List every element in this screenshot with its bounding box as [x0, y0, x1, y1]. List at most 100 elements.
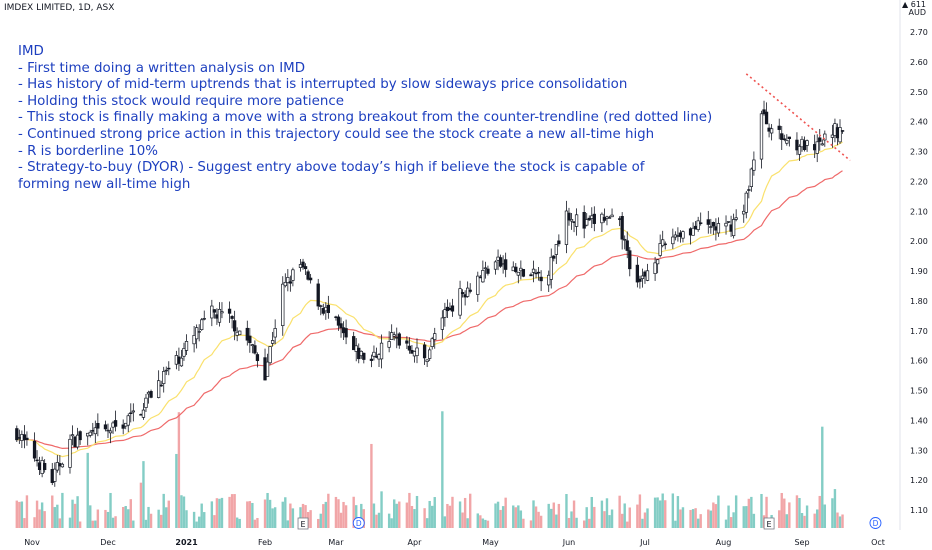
candle-body[interactable]: [498, 257, 503, 267]
candle-body[interactable]: [22, 434, 27, 441]
candle-body[interactable]: [805, 140, 809, 146]
candle-body[interactable]: [372, 351, 376, 357]
candle-body[interactable]: [308, 277, 313, 281]
candle-body[interactable]: [711, 222, 716, 227]
candle-body[interactable]: [769, 128, 774, 134]
candle-body[interactable]: [514, 266, 518, 272]
candle-body[interactable]: [840, 130, 845, 132]
candle-body[interactable]: [585, 219, 589, 226]
candle-body[interactable]: [352, 336, 356, 351]
candle-body[interactable]: [415, 347, 419, 357]
candle-body[interactable]: [268, 346, 272, 364]
candle-body[interactable]: [534, 272, 538, 275]
price-axis[interactable]: 1.10 1.20 1.30 1.40 1.50 1.60 1.70 1.80 1.90 2.00…: [910, 28, 928, 515]
candle-body[interactable]: [379, 342, 384, 360]
candle-body[interactable]: [640, 275, 645, 279]
candle-body[interactable]: [255, 354, 260, 362]
candle-body[interactable]: [78, 431, 82, 441]
candle-body[interactable]: [326, 304, 331, 314]
candle-body[interactable]: [706, 219, 710, 225]
candle-body[interactable]: [245, 327, 249, 341]
candle-body[interactable]: [68, 438, 72, 468]
candle-body[interactable]: [159, 384, 163, 387]
candle-body[interactable]: [397, 333, 401, 346]
candlesticks[interactable]: [15, 100, 845, 487]
candle-body[interactable]: [316, 283, 320, 307]
candle-body[interactable]: [248, 335, 252, 344]
candle-body[interactable]: [283, 281, 287, 287]
candle-body[interactable]: [192, 335, 196, 345]
candle-body[interactable]: [777, 125, 781, 130]
candle-body[interactable]: [273, 328, 277, 338]
candle-body[interactable]: [782, 138, 786, 140]
candle-body[interactable]: [554, 244, 558, 255]
candle-body[interactable]: [422, 344, 427, 359]
candle-body[interactable]: [15, 428, 19, 441]
candle-body[interactable]: [144, 397, 148, 408]
candle-body[interactable]: [539, 276, 543, 282]
candle-body[interactable]: [460, 292, 465, 295]
candle-body[interactable]: [468, 289, 472, 292]
candle-body[interactable]: [531, 268, 536, 273]
candle-body[interactable]: [253, 345, 257, 354]
candle-body[interactable]: [486, 268, 490, 274]
candle-body[interactable]: [764, 111, 769, 125]
candle-body[interactable]: [734, 217, 738, 220]
candle-body[interactable]: [820, 143, 824, 146]
candle-body[interactable]: [162, 371, 166, 384]
candle-body[interactable]: [549, 256, 553, 280]
candle-body[interactable]: [744, 192, 748, 213]
candle-body[interactable]: [830, 134, 835, 138]
dividend-marker[interactable]: [352, 517, 365, 529]
candle-body[interactable]: [785, 140, 789, 144]
candle-body[interactable]: [752, 159, 756, 171]
candle-body[interactable]: [96, 423, 100, 429]
candle-body[interactable]: [655, 259, 660, 265]
candle-body[interactable]: [428, 349, 432, 359]
candle-body[interactable]: [103, 424, 108, 430]
candle-body[interactable]: [35, 459, 39, 462]
candle-body[interactable]: [126, 415, 130, 426]
candle-body[interactable]: [731, 219, 736, 237]
candle-body[interactable]: [306, 271, 310, 280]
candle-body[interactable]: [407, 345, 412, 351]
candle-body[interactable]: [602, 217, 607, 221]
candle-body[interactable]: [749, 168, 754, 187]
candle-body[interactable]: [780, 133, 784, 140]
candle-body[interactable]: [569, 219, 574, 222]
candle-body[interactable]: [32, 440, 37, 459]
candle-body[interactable]: [202, 318, 206, 320]
candle-body[interactable]: [661, 239, 665, 247]
candle-body[interactable]: [483, 267, 488, 270]
candle-body[interactable]: [696, 220, 700, 230]
candle-body[interactable]: [574, 214, 579, 227]
event-markers[interactable]: E ED D: [297, 517, 882, 530]
candle-body[interactable]: [344, 328, 348, 338]
earnings-marker[interactable]: [763, 517, 775, 530]
candle-body[interactable]: [141, 409, 146, 418]
candle-body[interactable]: [458, 288, 462, 316]
candle-body[interactable]: [339, 323, 343, 329]
candle-body[interactable]: [552, 255, 556, 259]
candle-body[interactable]: [362, 352, 366, 360]
candle-body[interactable]: [671, 236, 675, 245]
candle-body[interactable]: [265, 361, 270, 377]
candle-body[interactable]: [815, 141, 819, 154]
candle-body[interactable]: [567, 212, 571, 221]
candle-body[interactable]: [425, 359, 429, 362]
candle-body[interactable]: [179, 357, 184, 367]
candle-body[interactable]: [220, 311, 224, 314]
candle-body[interactable]: [638, 278, 642, 282]
candle-body[interactable]: [405, 340, 409, 344]
candle-body[interactable]: [623, 238, 627, 241]
candle-body[interactable]: [286, 277, 290, 283]
candle-body[interactable]: [481, 270, 485, 283]
candle-body[interactable]: [823, 133, 827, 141]
candle-body[interactable]: [726, 221, 731, 223]
candle-body[interactable]: [709, 226, 713, 228]
candle-body[interactable]: [238, 330, 242, 336]
candle-body[interactable]: [691, 227, 695, 236]
candle-body[interactable]: [288, 281, 293, 284]
candle-body[interactable]: [392, 334, 396, 337]
